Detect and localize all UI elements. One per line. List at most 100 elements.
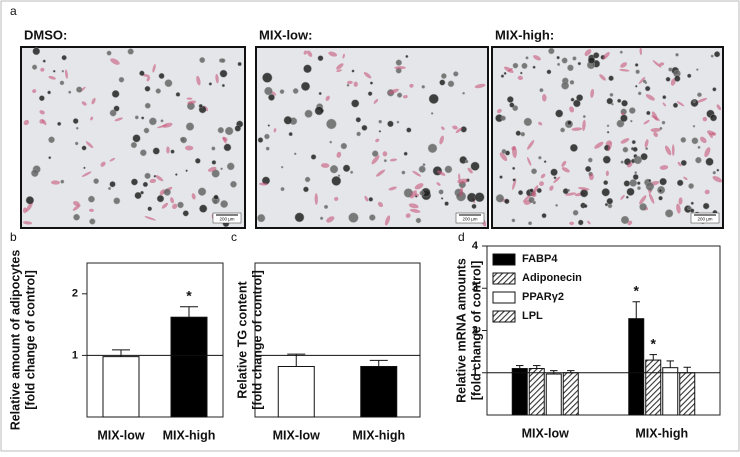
droplet [396, 120, 400, 124]
stain [702, 116, 708, 122]
droplet [331, 176, 342, 186]
droplet [158, 72, 165, 79]
stain [664, 145, 672, 156]
stain [23, 119, 30, 126]
droplet [81, 145, 87, 151]
legend-label: PPARγ2 [522, 291, 564, 303]
bar [170, 316, 208, 418]
droplet [132, 134, 141, 143]
stain [336, 151, 342, 158]
y-axis-label: [fold change of control] [469, 261, 483, 401]
droplet [440, 197, 444, 200]
droplet [447, 80, 455, 88]
droplet [143, 127, 150, 134]
stain [170, 197, 175, 204]
stain [662, 102, 667, 107]
stain [590, 88, 595, 98]
bar [562, 372, 579, 416]
droplet [351, 99, 360, 108]
droplet [632, 173, 639, 181]
droplet [208, 82, 213, 86]
droplet [620, 215, 630, 225]
bar [360, 365, 398, 418]
droplet [583, 204, 588, 209]
stain [439, 135, 444, 145]
image-label: MIX-high: [495, 27, 554, 42]
droplet [60, 179, 65, 184]
stain [88, 208, 94, 212]
droplet [680, 137, 687, 143]
droplet [224, 126, 234, 136]
stain [81, 171, 92, 177]
droplet [509, 102, 515, 108]
droplet [401, 170, 406, 175]
droplet [300, 81, 311, 91]
droplet [560, 127, 566, 133]
scale-box [455, 212, 485, 224]
droplet [512, 62, 519, 69]
stain [457, 178, 469, 184]
droplet [519, 71, 523, 75]
droplet [106, 50, 112, 56]
droplet [88, 195, 95, 203]
stain [22, 207, 28, 214]
scale-box [690, 212, 720, 224]
stain [504, 66, 514, 73]
droplet [197, 187, 207, 196]
droplet [226, 162, 235, 171]
stain [653, 131, 658, 138]
stain [382, 151, 388, 157]
droplet [160, 119, 164, 123]
droplet [557, 62, 561, 66]
droplet [220, 58, 226, 63]
droplet [147, 206, 153, 212]
legend-label: Adiponecin [522, 272, 582, 284]
droplet [152, 147, 160, 155]
stain [511, 146, 516, 151]
stain [639, 195, 647, 205]
droplet [326, 118, 337, 130]
stain [533, 55, 541, 61]
stain [561, 160, 567, 167]
droplet [659, 177, 667, 186]
droplet [577, 61, 582, 66]
panel-label: a [10, 4, 17, 18]
stain [149, 178, 157, 184]
droplet [185, 122, 195, 131]
droplet [603, 180, 609, 186]
droplet [140, 190, 144, 195]
legend-swatch [492, 253, 516, 266]
droplet [318, 91, 322, 96]
droplet [293, 152, 297, 156]
droplet [602, 155, 611, 164]
droplet [611, 102, 614, 106]
stain [388, 186, 397, 191]
stain [602, 52, 610, 60]
droplet [572, 209, 579, 216]
droplet [292, 88, 299, 94]
droplet [593, 52, 600, 59]
droplet [74, 141, 79, 146]
droplet [329, 165, 339, 174]
droplet [217, 127, 224, 134]
stain [620, 62, 628, 68]
droplet [515, 130, 521, 136]
stain [39, 110, 45, 115]
droplet [31, 169, 39, 177]
droplet [134, 191, 142, 200]
droplet [219, 69, 228, 78]
stain [191, 193, 196, 200]
droplet [213, 194, 219, 200]
stain [569, 221, 575, 226]
stain [325, 95, 330, 101]
stain [620, 194, 625, 200]
stain [196, 75, 201, 86]
droplet [418, 165, 426, 173]
droplet [512, 166, 516, 170]
droplet [630, 119, 633, 123]
droplet [561, 81, 570, 90]
droplet [304, 176, 311, 183]
droplet [640, 153, 648, 161]
stain [90, 116, 94, 121]
stain [364, 195, 369, 202]
